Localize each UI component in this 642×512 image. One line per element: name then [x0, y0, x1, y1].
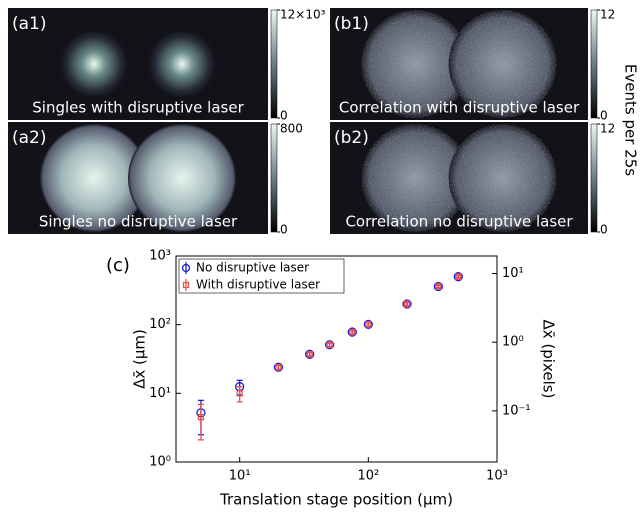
- marker: [326, 341, 333, 348]
- marker: [453, 272, 463, 282]
- y2-tick-label: 10⁰: [502, 335, 524, 350]
- marker: [349, 328, 356, 336]
- marker: [433, 281, 443, 292]
- marker: [305, 349, 315, 359]
- colorbar-tick-label: 800: [280, 122, 303, 136]
- panel-label: (a2): [12, 128, 47, 148]
- legend-box: [178, 258, 345, 294]
- plot-frame: [175, 255, 498, 463]
- marker: [403, 300, 411, 308]
- speckle: [361, 124, 470, 232]
- y2-axis-label: Δx̄ (pixels): [540, 320, 558, 399]
- series: [197, 273, 462, 441]
- marker: [306, 351, 313, 358]
- image-panels: (a1) Singles with disruptive laser 12×10³ 0…: [8, 8, 615, 237]
- panel-caption: Correlation no disruptive laser: [345, 213, 573, 231]
- series: [196, 272, 463, 436]
- legend-label: No disruptive laser: [196, 261, 309, 275]
- panel-caption: Correlation with disruptive laser: [339, 99, 580, 117]
- marker: [402, 299, 412, 309]
- colorbar-tick-label: 0: [280, 109, 288, 123]
- x-tick-label: 10³: [486, 469, 508, 484]
- marker: [197, 413, 205, 421]
- marker: [324, 340, 335, 350]
- marker: [363, 319, 373, 330]
- colorbar-tick-label: 12: [600, 122, 615, 136]
- legend-marker: [181, 263, 191, 273]
- panel-label: (a1): [12, 14, 47, 34]
- image: [40, 124, 236, 232]
- legend-label: With disruptive laser: [196, 278, 320, 292]
- marker: [347, 327, 357, 337]
- detector-blob: [60, 30, 128, 98]
- speckle: [448, 124, 557, 232]
- speckle: [448, 10, 557, 118]
- marker: [365, 321, 372, 328]
- y-tick-label: 10²: [149, 317, 171, 332]
- chart: 10¹ 10² 10³ 10⁰ 10¹ 10² 10³ 10⁻¹ 10⁰ 10¹ (c) Transl…: [106, 249, 558, 509]
- image: [361, 10, 557, 118]
- y2-tick-label: 10⁻¹: [502, 403, 531, 418]
- detector-blob: [148, 30, 216, 98]
- colorbar: [270, 9, 278, 119]
- x-tick-label: 10²: [357, 469, 379, 484]
- colorbar-label: Events per 25s: [622, 64, 640, 176]
- speckle: [361, 10, 470, 118]
- x-axis-label: Translation stage position (μm): [219, 491, 453, 509]
- y-tick-label: 10⁰: [149, 455, 171, 470]
- marker: [236, 390, 243, 397]
- panel-caption: Singles with disruptive laser: [32, 99, 244, 117]
- marker: [273, 362, 284, 372]
- image-background: [8, 8, 268, 120]
- panel-label: (c): [106, 255, 130, 276]
- colorbar-tick-label: 0: [600, 223, 608, 237]
- y-tick-label: 10³: [149, 249, 171, 264]
- x-tick-label: 10¹: [229, 469, 251, 484]
- image: [361, 124, 557, 232]
- panel-caption: Singles no disruptive laser: [39, 213, 238, 231]
- image: [60, 30, 216, 98]
- marker: [435, 283, 442, 290]
- colorbar: [590, 9, 598, 119]
- colorbar: [270, 123, 278, 233]
- panel-label: (b1): [334, 14, 369, 34]
- detector-blob: [40, 124, 148, 232]
- legend-marker: [182, 281, 190, 289]
- colorbar-tick-label: 12: [600, 8, 615, 22]
- colorbar: [590, 123, 598, 233]
- colorbar-tick-label: 0: [600, 109, 608, 123]
- colorbar-tick-label: 12×10³: [280, 8, 326, 22]
- detector-blob: [128, 124, 236, 232]
- marker: [455, 273, 462, 280]
- marker: [275, 364, 282, 371]
- y-axis-label: Δx̄ (μm): [131, 329, 149, 389]
- y-tick-label: 10¹: [149, 386, 171, 401]
- panel-label: (b2): [334, 128, 369, 148]
- y2-tick-label: 10¹: [502, 266, 524, 281]
- colorbar-tick-label: 0: [280, 223, 288, 237]
